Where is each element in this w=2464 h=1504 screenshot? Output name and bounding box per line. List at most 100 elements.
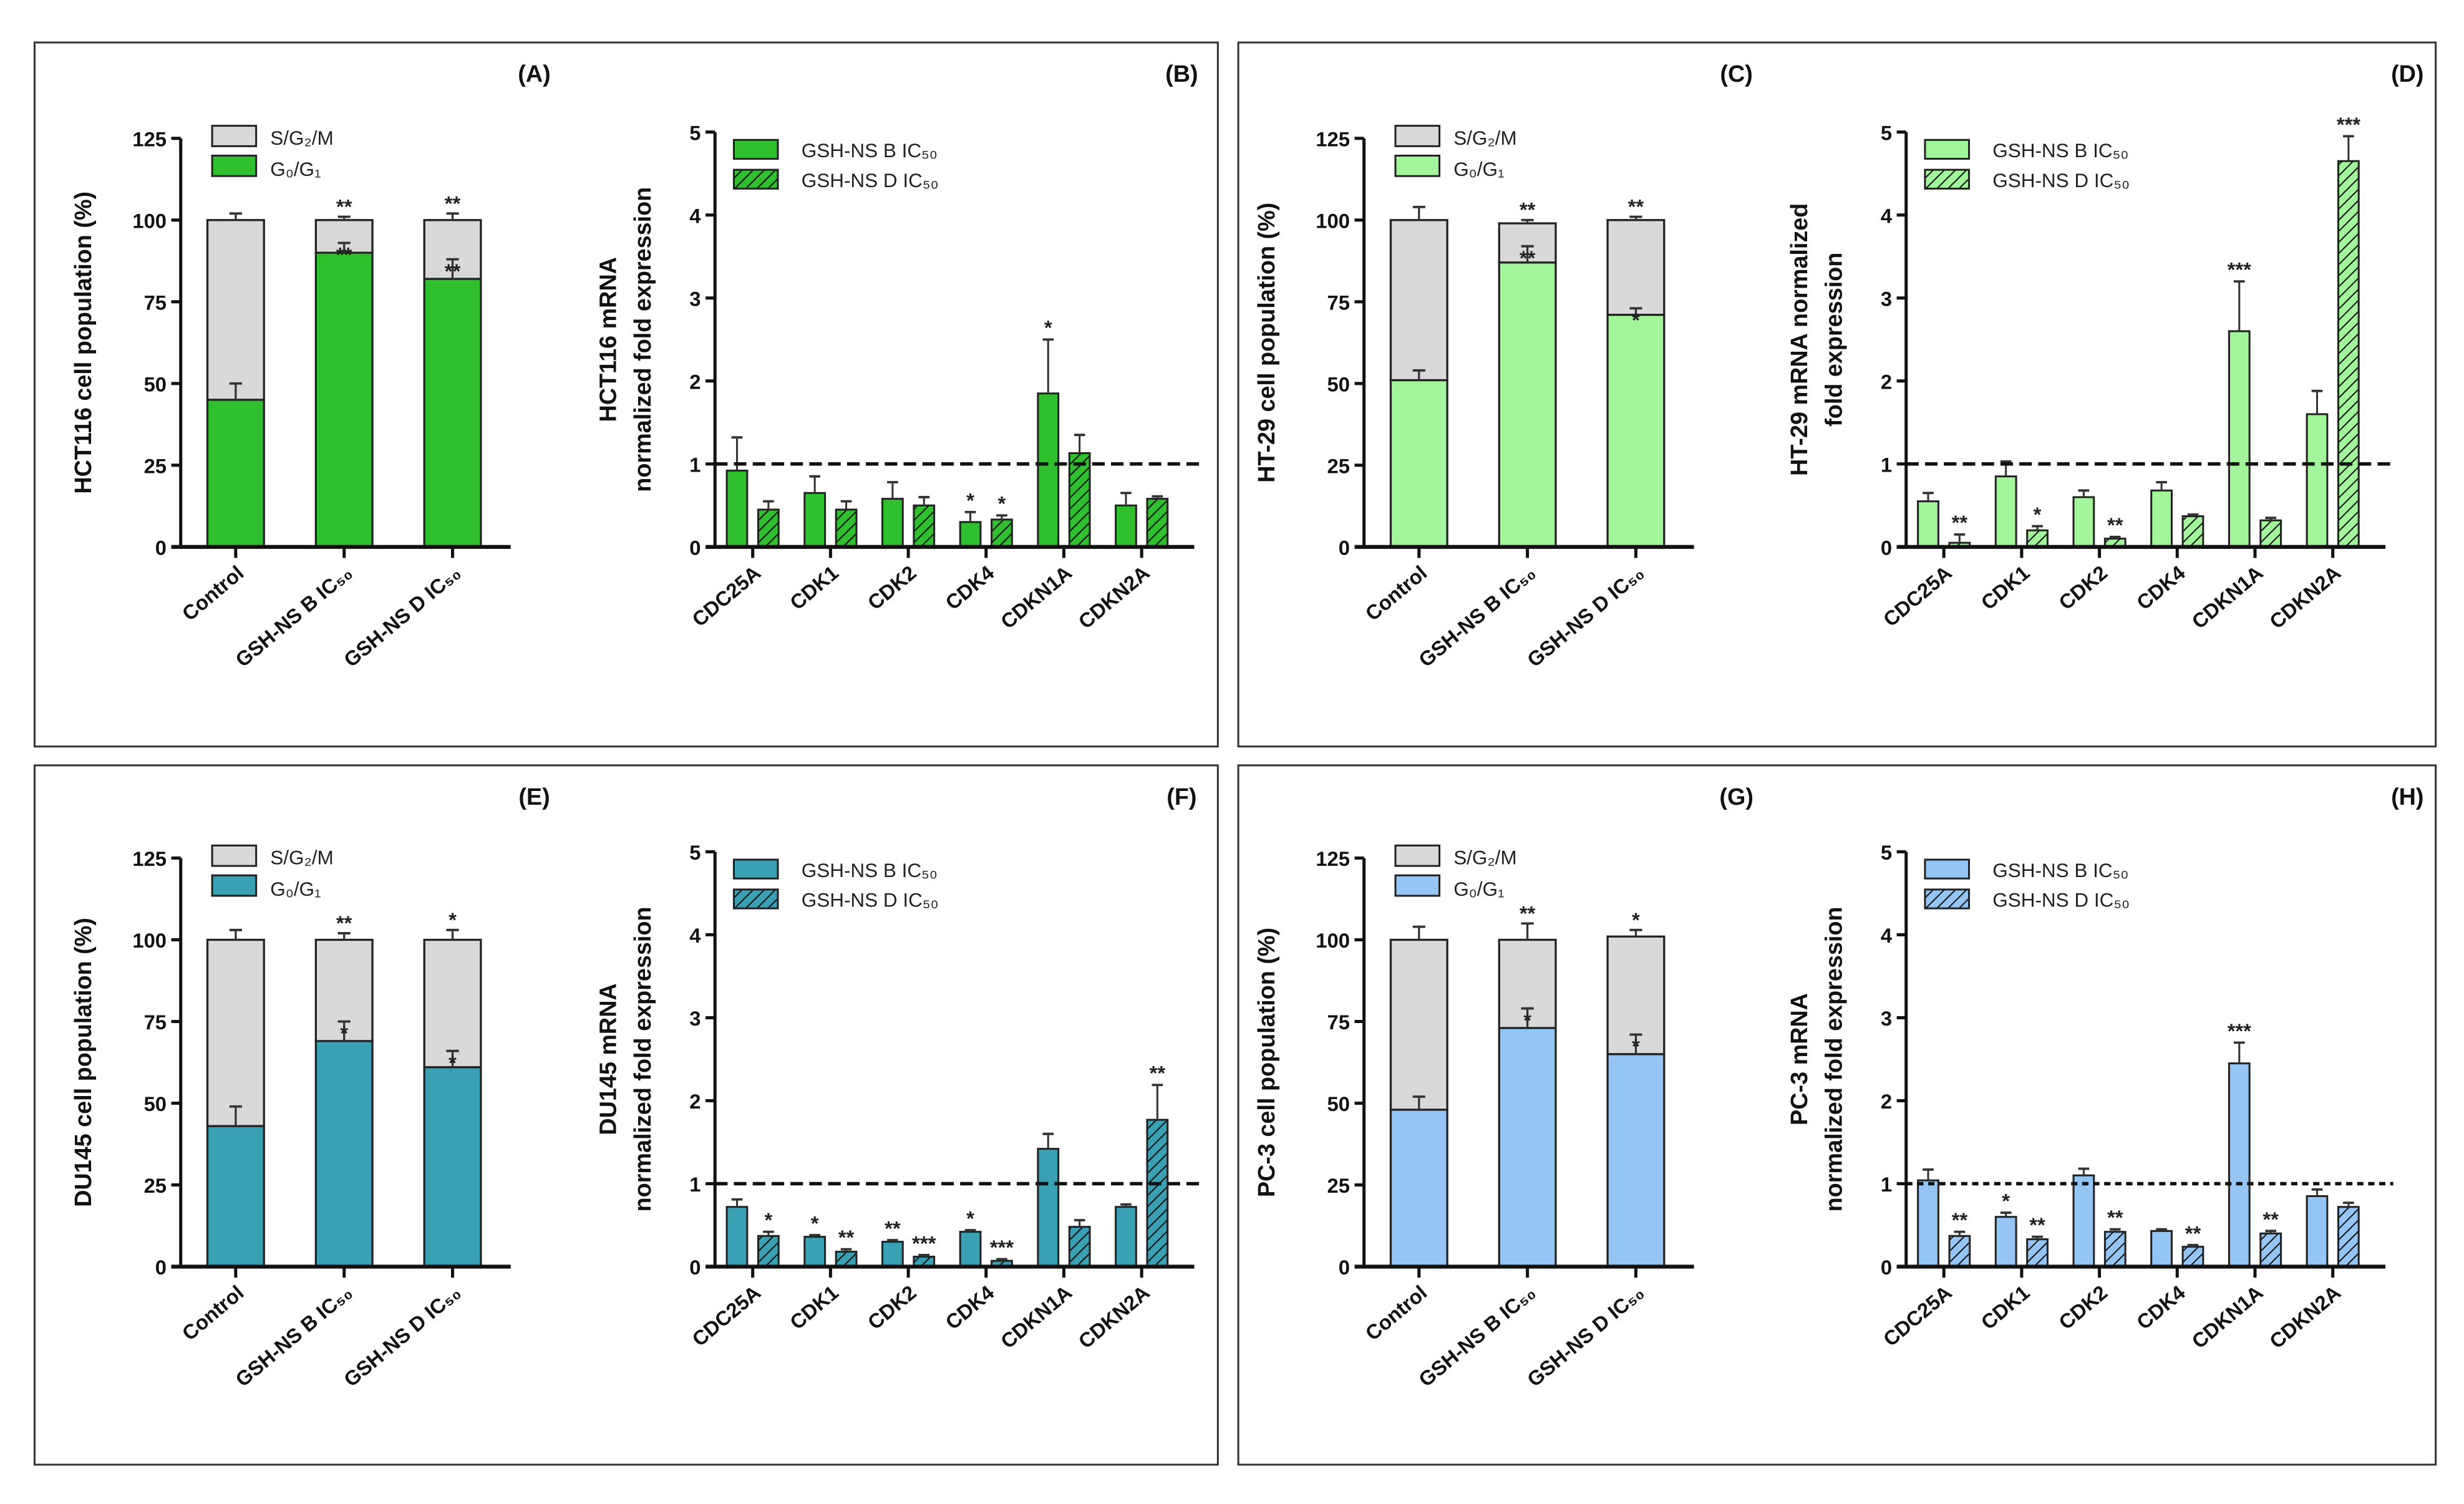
bar-g0-g1	[1606, 314, 1666, 548]
legend-swatch-gsh-ns-d	[732, 888, 779, 910]
chart-d: (D) HT-29 mRNA normalized fold expression 0…	[1787, 61, 2424, 633]
x-tick-label: GSH-NS B IC₅₀	[1414, 561, 1540, 671]
significance-marker: **	[2029, 1213, 2045, 1236]
bar-gsh-ns-b	[2228, 1062, 2251, 1268]
bar-g0-g1	[423, 1066, 482, 1268]
y-axis-label: HT-29 cell population (%)	[1254, 203, 1280, 483]
y-tick-label: 2	[689, 1090, 701, 1113]
x-tick-label: GSH-NS D IC₅₀	[339, 1281, 465, 1391]
legend-label-gsh-ns-b: GSH-NS B IC₅₀	[1992, 860, 2128, 881]
x-tick-label: CDC25A	[687, 1281, 765, 1351]
legend-label-s-g2-m: S/G₂/M	[1453, 127, 1516, 149]
y-tick-label: 4	[689, 924, 701, 947]
significance-marker: ***	[2337, 113, 2360, 136]
y-tick-label: 25	[1327, 454, 1350, 477]
y-tick-label: 2	[1881, 1090, 1892, 1113]
panel-frame-cd	[1237, 41, 2437, 748]
y-axis-label-line1: HCT116 mRNA	[596, 257, 622, 422]
legend-label-gsh-ns-b: GSH-NS B IC₅₀	[802, 140, 938, 162]
legend-label-g0-g1: G₀/G₁	[270, 158, 321, 180]
x-tick-label: GSH-NS D IC₅₀	[1523, 561, 1648, 671]
legend-swatch-s-g2-m	[211, 844, 258, 867]
x-tick-label: Control	[1361, 561, 1431, 625]
significance-marker: ***	[2228, 258, 2251, 281]
y-tick-label: 1	[689, 453, 701, 476]
x-tick-label: Control	[1361, 1281, 1431, 1345]
x-tick-label: CDK4	[2132, 1280, 2190, 1334]
bar-g0-g1	[314, 1040, 374, 1268]
bar-gsh-ns-b	[2306, 413, 2329, 548]
bar-gsh-ns-b	[1037, 1148, 1060, 1268]
x-tick-label: CDKN2A	[1074, 1281, 1153, 1353]
bar-gsh-ns-d	[835, 508, 858, 548]
significance-total: **	[445, 192, 461, 215]
bar-gsh-ns-d	[1948, 1235, 1971, 1268]
y-tick-label: 0	[155, 536, 167, 559]
y-tick-label: 1	[689, 1173, 701, 1196]
significance-marker: *	[2002, 1190, 2010, 1213]
y-tick-label: 100	[132, 929, 167, 952]
bar-gsh-ns-b	[1994, 475, 2017, 548]
y-tick-label: 4	[1881, 924, 1893, 947]
legend-label-gsh-ns-d: GSH-NS D IC₅₀	[1992, 170, 2130, 192]
bar-gsh-ns-b	[1917, 500, 1939, 548]
significance-marker: **	[1952, 1208, 1968, 1231]
legend-swatch-s-g2-m	[1394, 844, 1441, 867]
bar-gsh-ns-d	[757, 1235, 780, 1268]
y-tick-label: 5	[1881, 121, 1892, 144]
y-tick-label: 50	[1327, 1092, 1350, 1115]
significance-marker: *	[811, 1211, 819, 1235]
significance-marker: *	[966, 1206, 974, 1230]
x-tick-label: CDK2	[2054, 1281, 2112, 1334]
x-tick-label: CDKN1A	[2187, 1281, 2267, 1353]
y-tick-label: 75	[1327, 291, 1350, 314]
bar-gsh-ns-b	[881, 1241, 904, 1268]
significance-marker: **	[885, 1216, 901, 1240]
bar-gsh-ns-d	[2181, 1246, 2205, 1268]
y-tick-label: 100	[1316, 929, 1350, 952]
panel-frame-ef	[33, 764, 1219, 1466]
x-tick-label: CDK1	[1976, 561, 2034, 614]
bar-gsh-ns-b	[2228, 330, 2251, 548]
y-tick-label: 50	[1327, 372, 1350, 395]
significance-marker: *	[2034, 503, 2042, 526]
legend-swatch-s-g2-m	[1394, 125, 1441, 147]
chart-a: (A) HCT116 cell population (%) 0 25 50 75 100 1…	[70, 61, 551, 671]
legend-label-g0-g1: G₀/G₁	[270, 878, 321, 900]
y-tick-label: 4	[1881, 204, 1893, 227]
legend-swatch-gsh-ns-b	[1924, 138, 1970, 160]
y-axis-label-line2: normalized fold expression	[1821, 907, 1847, 1212]
y-tick-label: 2	[689, 370, 701, 393]
chart-c: (C) HT-29 cell population (%) 0 25 50 75 100 12…	[1254, 61, 1753, 671]
significance-total: **	[336, 911, 352, 934]
y-axis-label-line2: normalized fold expression	[630, 187, 656, 492]
y-tick-label: 125	[132, 127, 167, 150]
x-tick-label: CDK4	[941, 561, 999, 614]
y-tick-label: 75	[144, 291, 167, 314]
bar-g0-g1	[1498, 1027, 1557, 1268]
x-tick-label: CDC25A	[1879, 561, 1956, 631]
panel-label: (A)	[518, 61, 550, 87]
significance-marker: **	[838, 1226, 855, 1249]
y-tick-label: 1	[1881, 1173, 1892, 1196]
significance-total: *	[1632, 908, 1640, 931]
panel-label: (D)	[2391, 61, 2423, 87]
legend-label-g0-g1: G₀/G₁	[1453, 158, 1504, 180]
bar-gsh-ns-d	[2103, 1231, 2127, 1268]
bar-gsh-ns-d	[1068, 452, 1091, 548]
y-tick-label: 0	[1881, 536, 1892, 559]
bar-gsh-ns-d	[2259, 1232, 2282, 1268]
bar-gsh-ns-d	[757, 508, 780, 548]
y-tick-label: 3	[1881, 1007, 1892, 1030]
y-tick-label: 3	[1881, 287, 1892, 310]
panel-label: (H)	[2391, 784, 2423, 810]
bar-gsh-ns-b	[725, 469, 749, 548]
legend-swatch-g0-g1	[211, 874, 258, 897]
bar-gsh-ns-b	[2072, 496, 2095, 548]
y-axis-label-line1: PC-3 mRNA	[1787, 993, 1813, 1125]
bar-g0-g1	[1498, 261, 1557, 548]
y-tick-label: 5	[689, 121, 701, 144]
legend-swatch-s-g2-m	[211, 125, 258, 147]
y-tick-label: 3	[689, 287, 701, 310]
